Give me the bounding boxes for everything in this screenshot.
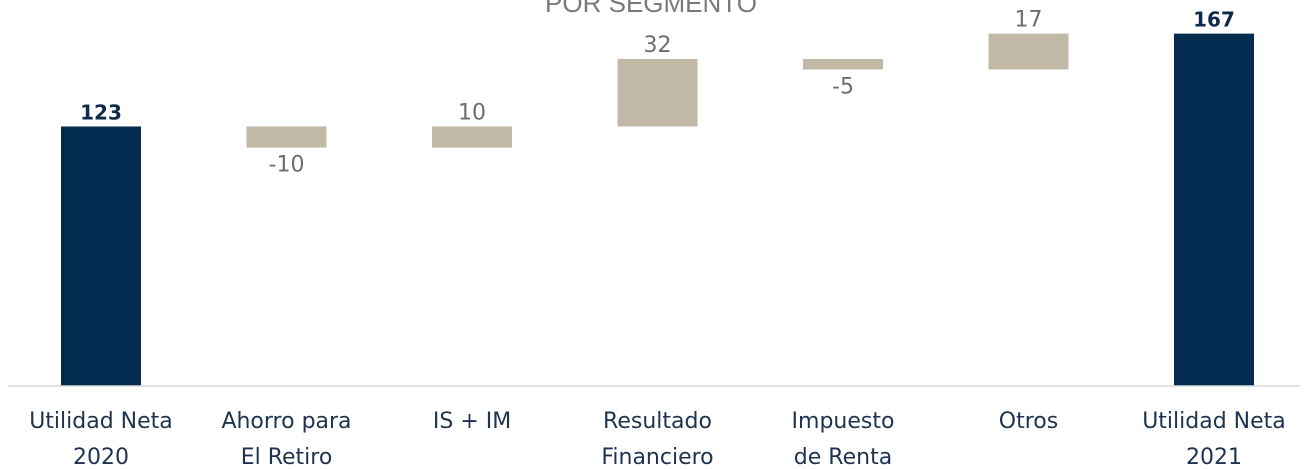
category-label-3-line-0: Resultado bbox=[603, 409, 712, 434]
category-label-1-line-1: El Retiro bbox=[241, 445, 333, 469]
bar-0 bbox=[61, 126, 141, 386]
value-label-1: -10 bbox=[269, 153, 305, 178]
value-label-2: 10 bbox=[458, 100, 486, 125]
category-label-4-line-0: Impuesto bbox=[792, 409, 895, 434]
category-label-6-line-1: 2021 bbox=[1186, 445, 1242, 469]
bar-3 bbox=[617, 58, 698, 127]
value-label-6: 167 bbox=[1193, 8, 1235, 32]
bar-1 bbox=[246, 126, 327, 148]
category-labels-group: Utilidad Neta 2020 Ahorro para El Retiro IS … bbox=[29, 409, 1286, 469]
bar-2 bbox=[432, 126, 512, 148]
value-label-3: 32 bbox=[644, 33, 672, 58]
bars-group: 123 -10 10 32 -5 17 167 bbox=[61, 8, 1254, 386]
category-label-6-line-0: Utilidad Neta bbox=[1142, 409, 1286, 434]
value-label-0: 123 bbox=[80, 100, 122, 124]
category-label-4-line-1: de Renta bbox=[794, 445, 892, 469]
category-label-3-line-1: Financiero bbox=[601, 445, 713, 469]
bar-6 bbox=[1174, 33, 1254, 386]
category-label-2-line-0: IS + IM bbox=[433, 409, 511, 434]
value-label-4: -5 bbox=[832, 75, 854, 100]
category-label-1-line-0: Ahorro para bbox=[221, 409, 351, 434]
chart-title: POR SEGMENTO bbox=[545, 0, 757, 18]
category-label-0-line-0: Utilidad Neta bbox=[29, 409, 173, 434]
bar-5 bbox=[988, 33, 1069, 70]
category-label-5-line-0: Otros bbox=[999, 409, 1058, 434]
bar-4 bbox=[803, 58, 883, 70]
category-label-0-line-1: 2020 bbox=[73, 445, 129, 469]
value-label-5: 17 bbox=[1015, 8, 1043, 33]
